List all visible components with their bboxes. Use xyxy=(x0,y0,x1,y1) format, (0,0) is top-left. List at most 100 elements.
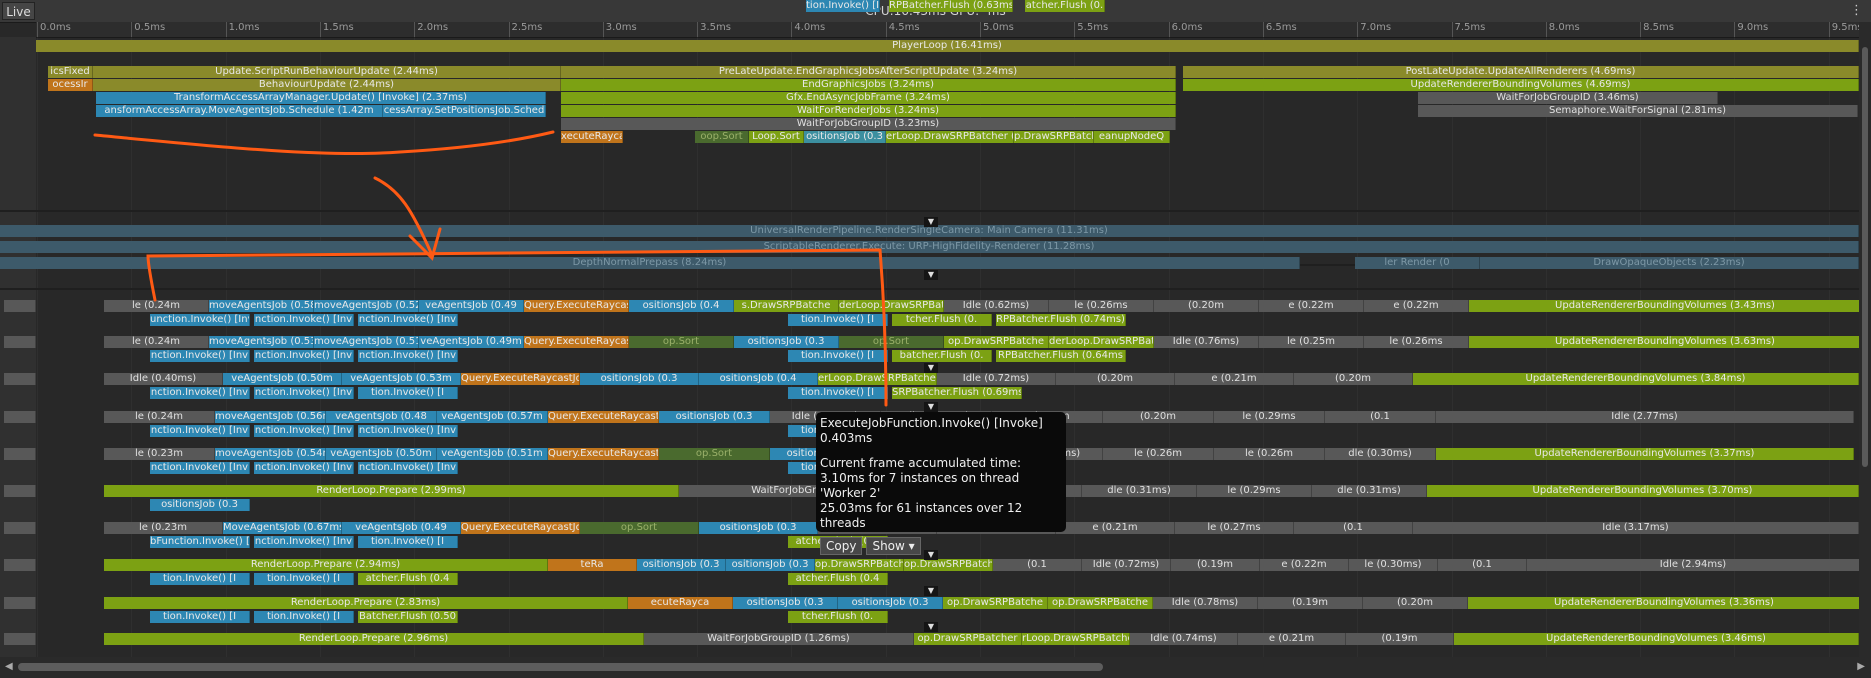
worker-sample[interactable]: UpdateRendererBoundingVolumes (3.36ms) xyxy=(1468,597,1861,609)
worker-sample[interactable]: (0.20m xyxy=(1154,300,1259,312)
worker-sample[interactable]: e (0.22m xyxy=(1260,559,1349,571)
worker-sample[interactable]: (0.1 xyxy=(1294,522,1413,534)
timeline-sample[interactable]: RPBatcher.Flush (0.63ms) xyxy=(889,0,1013,12)
worker-sample[interactable]: Batcher.Flush (0.50 xyxy=(358,611,458,623)
worker-sample[interactable]: ositionsJob (0.3 xyxy=(699,522,818,534)
show-dropdown-button[interactable]: Show ▾ xyxy=(866,537,921,555)
worker-sample[interactable]: tion.Invoke() [I xyxy=(358,536,458,548)
worker-sample[interactable]: Idle (0.62ms) xyxy=(944,300,1049,312)
timeline-sample[interactable]: cessArray.SetPositionsJob.Sched xyxy=(383,105,546,117)
worker-sample[interactable]: le (0.23m xyxy=(104,448,215,460)
worker-sample[interactable]: le (0.29ms xyxy=(1197,485,1312,497)
worker-sample[interactable]: tion.Invoke() [I xyxy=(254,573,354,585)
worker-sample[interactable]: tion.Invoke() [I xyxy=(788,350,888,362)
worker-sample[interactable]: s.DrawSRPBatche xyxy=(734,300,839,312)
collapse-icon[interactable]: ▼ xyxy=(924,550,938,560)
worker-sample[interactable]: batcher.Flush (0. xyxy=(892,350,992,362)
worker-sample[interactable]: atcher.Flush (0.4 xyxy=(358,573,458,585)
timeline-sample[interactable]: xecuteRaycas xyxy=(561,131,623,143)
kebab-menu-icon[interactable]: ⋮ xyxy=(1850,3,1863,18)
worker-sample[interactable]: Idle (0.76ms) xyxy=(1154,336,1259,348)
worker-sample[interactable]: nction.Invoke() [Inv xyxy=(150,425,250,437)
worker-sample[interactable]: ositionsJob (0.3 xyxy=(580,373,699,385)
worker-sample[interactable]: (0.20m xyxy=(1103,411,1214,423)
worker-sample[interactable]: Query.ExecuteRaycastJob (0.7 xyxy=(461,373,580,385)
worker-sample[interactable]: moveAgentsJob (0.53m xyxy=(209,336,314,348)
vertical-scrollbar[interactable] xyxy=(1859,22,1871,657)
worker-sample[interactable]: le (0.30ms) xyxy=(1349,559,1438,571)
copy-button[interactable]: Copy xyxy=(820,537,863,555)
timeline-sample[interactable]: ositionsJob (0.3 xyxy=(804,131,886,143)
worker-sample[interactable]: le (0.26ms xyxy=(1049,300,1154,312)
worker-sample[interactable]: veAgentsJob (0.50m xyxy=(223,373,342,385)
worker-sample[interactable]: nction.Invoke() [Inv xyxy=(358,462,458,474)
worker-sample[interactable]: e (0.21m xyxy=(1238,633,1346,645)
worker-sample[interactable]: bFunction.Invoke() [Inv xyxy=(150,536,250,548)
timeline-sample[interactable]: Gfx.EndAsyncJobFrame (3.24ms) xyxy=(561,92,1176,104)
collapse-icon[interactable]: ▼ xyxy=(924,217,938,227)
worker-sample[interactable]: (0.19m xyxy=(1258,597,1363,609)
timeline-sample[interactable]: Update.ScriptRunBehaviourUpdate (2.44ms) xyxy=(93,66,561,78)
worker-sample[interactable]: veAgentsJob (0.49m xyxy=(419,336,524,348)
timeline-sample[interactable]: PostLateUpdate.UpdateAllRenderers (4.69m… xyxy=(1183,66,1859,78)
worker-sample[interactable]: e (0.21m xyxy=(1175,373,1294,385)
worker-sample[interactable]: RenderLoop.Prepare (2.83ms) xyxy=(104,597,628,609)
worker-sample[interactable]: teRa xyxy=(548,559,637,571)
scroll-left-icon[interactable]: ◀ xyxy=(5,661,13,672)
timeline-sample[interactable]: ansformAccessArray.MoveAgentsJob.Schedul… xyxy=(96,105,383,117)
player-loop-sample[interactable]: PlayerLoop (16.41ms) xyxy=(36,40,1859,52)
worker-sample[interactable]: (0.1 xyxy=(993,559,1082,571)
worker-sample[interactable]: nction.Invoke() [Inv xyxy=(150,350,250,362)
worker-sample[interactable]: Idle (0.72ms) xyxy=(1082,559,1171,571)
worker-sample[interactable]: op.Sort xyxy=(659,448,770,460)
worker-sample[interactable]: Query.ExecuteRaycastJob (0.7 xyxy=(548,411,659,423)
worker-sample[interactable]: nction.Invoke() [Inv xyxy=(358,314,458,326)
timeline-sample[interactable]: p.DrawSRPBatcher xyxy=(1014,131,1094,143)
worker-sample[interactable]: ecuteRayca xyxy=(628,597,733,609)
worker-sample[interactable]: tion.Invoke() [I xyxy=(254,611,354,623)
render-camera-sample[interactable]: UniversalRenderPipeline.RenderSingleCame… xyxy=(0,225,1859,237)
worker-sample[interactable]: e (0.21m xyxy=(1056,522,1175,534)
worker-sample[interactable]: le (0.27ms xyxy=(1175,522,1294,534)
timeline-sample[interactable]: BehaviourUpdate (2.44ms) xyxy=(93,79,561,91)
worker-sample[interactable]: nction.Invoke() [Inv xyxy=(254,462,354,474)
worker-sample[interactable]: op.DrawSRPBatche xyxy=(815,559,904,571)
worker-sample[interactable]: nction.Invoke() [Inv xyxy=(254,536,354,548)
timeline-sample[interactable]: icsFixed xyxy=(48,66,93,78)
worker-sample[interactable]: RPBatcher.Flush (0.74ms) xyxy=(996,314,1126,326)
worker-sample[interactable]: ositionsJob (0.4 xyxy=(629,300,734,312)
worker-sample[interactable]: le (0.24m xyxy=(104,411,215,423)
worker-sample[interactable]: rLoop.DrawSRPBatcher (0. xyxy=(1022,633,1130,645)
worker-sample[interactable]: op.Sort xyxy=(629,336,734,348)
worker-sample[interactable]: nction.Invoke() [Inv xyxy=(358,350,458,362)
worker-sample[interactable]: op.DrawSRPBatcher xyxy=(914,633,1022,645)
worker-sample[interactable]: e (0.22m xyxy=(1259,300,1364,312)
worker-sample[interactable]: dle (0.31ms) xyxy=(1082,485,1197,497)
collapse-icon[interactable]: ▼ xyxy=(924,402,938,412)
worker-sample[interactable]: RPBatcher.Flush (0.64ms xyxy=(996,350,1126,362)
worker-sample[interactable]: ositionsJob (0.3 xyxy=(734,336,839,348)
timeline-sample[interactable]: erLoop.DrawSRPBatcher (0.3 xyxy=(886,131,1014,143)
worker-sample[interactable]: ositionsJob (0.3 xyxy=(150,499,250,511)
worker-sample[interactable]: moveAgentsJob (0.56m xyxy=(215,411,326,423)
worker-sample[interactable]: ositionsJob (0.3 xyxy=(726,559,815,571)
worker-sample[interactable]: Idle (0.72ms) xyxy=(937,373,1056,385)
worker-sample[interactable]: UpdateRendererBoundingVolumes (3.70ms) xyxy=(1427,485,1859,497)
timeline-sample[interactable]: Loop.Sort xyxy=(749,131,804,143)
worker-sample[interactable]: UpdateRendererBoundingVolumes (3.63ms) xyxy=(1469,336,1862,348)
worker-sample[interactable]: veAgentsJob (0.48 xyxy=(326,411,437,423)
live-toggle-button[interactable]: Live xyxy=(2,2,35,20)
worker-sample[interactable]: RenderLoop.Prepare (2.99ms) xyxy=(104,485,679,497)
worker-sample[interactable]: atcher.Flush (0.4 xyxy=(788,573,888,585)
vertical-scroll-thumb[interactable] xyxy=(1862,47,1868,467)
worker-sample[interactable]: MoveAgentsJob (0.67ms) xyxy=(223,522,342,534)
render-execute-sample[interactable]: ScriptableRenderer.Execute: URP-HighFide… xyxy=(0,241,1859,253)
worker-sample[interactable]: veAgentsJob (0.53m xyxy=(342,373,461,385)
worker-sample[interactable]: dle (0.31ms) xyxy=(1312,485,1427,497)
timeline-sample[interactable]: WaitForJobGroupID (3.46ms) xyxy=(1418,92,1718,104)
worker-sample[interactable]: nction.Invoke() [Inv xyxy=(254,350,354,362)
worker-sample[interactable]: veAgentsJob (0.50m xyxy=(326,448,437,460)
worker-sample[interactable]: ositionsJob (0.4 xyxy=(699,373,818,385)
worker-sample[interactable]: le (0.26m xyxy=(1103,448,1214,460)
timeline-sample[interactable]: Semaphore.WaitForSignal (2.81ms) xyxy=(1418,105,1858,117)
